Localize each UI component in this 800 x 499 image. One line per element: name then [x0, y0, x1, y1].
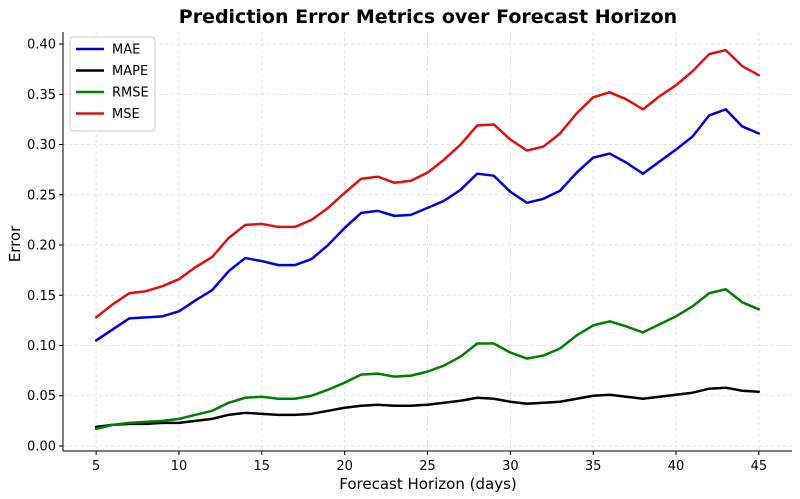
grid	[63, 32, 792, 451]
x-tick-label: 25	[419, 459, 436, 474]
y-tick-label: 0.00	[27, 439, 56, 454]
legend-box	[69, 36, 156, 132]
series-lines	[94, 48, 761, 431]
x-tick-label: 20	[336, 459, 353, 474]
x-tick-label: 10	[171, 459, 188, 474]
series-line-rmse	[94, 287, 761, 431]
x-tick-label: 35	[585, 459, 602, 474]
series-line-mae	[94, 108, 761, 342]
legend-label-mape: MAPE	[112, 64, 148, 79]
x-tick-label: 45	[751, 459, 768, 474]
x-axis-title: Forecast Horizon (days)	[339, 475, 516, 493]
y-tick-label: 0.15	[27, 289, 56, 304]
y-tick-label: 0.35	[27, 88, 56, 103]
y-tick-label: 0.25	[27, 188, 56, 203]
legend-label-mae: MAE	[112, 43, 140, 58]
y-tick-label: 0.30	[27, 138, 56, 153]
x-tick-label: 30	[502, 459, 519, 474]
x-axis-ticks: 5 10 15 20 25 30 35 40 45	[92, 451, 767, 474]
chart-title: Prediction Error Metrics over Forecast H…	[179, 6, 677, 28]
y-tick-label: 0.05	[27, 389, 56, 404]
y-axis-ticks: 0.00 0.05 0.10 0.15 0.20 0.25 0.30 0.35 0.40	[27, 38, 63, 454]
x-tick-label: 40	[668, 459, 685, 474]
y-tick-label: 0.10	[27, 339, 56, 354]
series-line-mape	[94, 386, 761, 429]
y-tick-label: 0.40	[27, 38, 56, 53]
legend-label-rmse: RMSE	[112, 86, 149, 101]
series-line-mse	[94, 48, 761, 319]
legend: MAE MAPE RMSE MSE	[69, 36, 156, 132]
y-tick-label: 0.20	[27, 239, 56, 254]
x-tick-label: 5	[92, 459, 100, 474]
legend-label-mse: MSE	[112, 107, 140, 122]
y-axis-title: Error	[6, 225, 24, 262]
x-tick-label: 15	[254, 459, 271, 474]
